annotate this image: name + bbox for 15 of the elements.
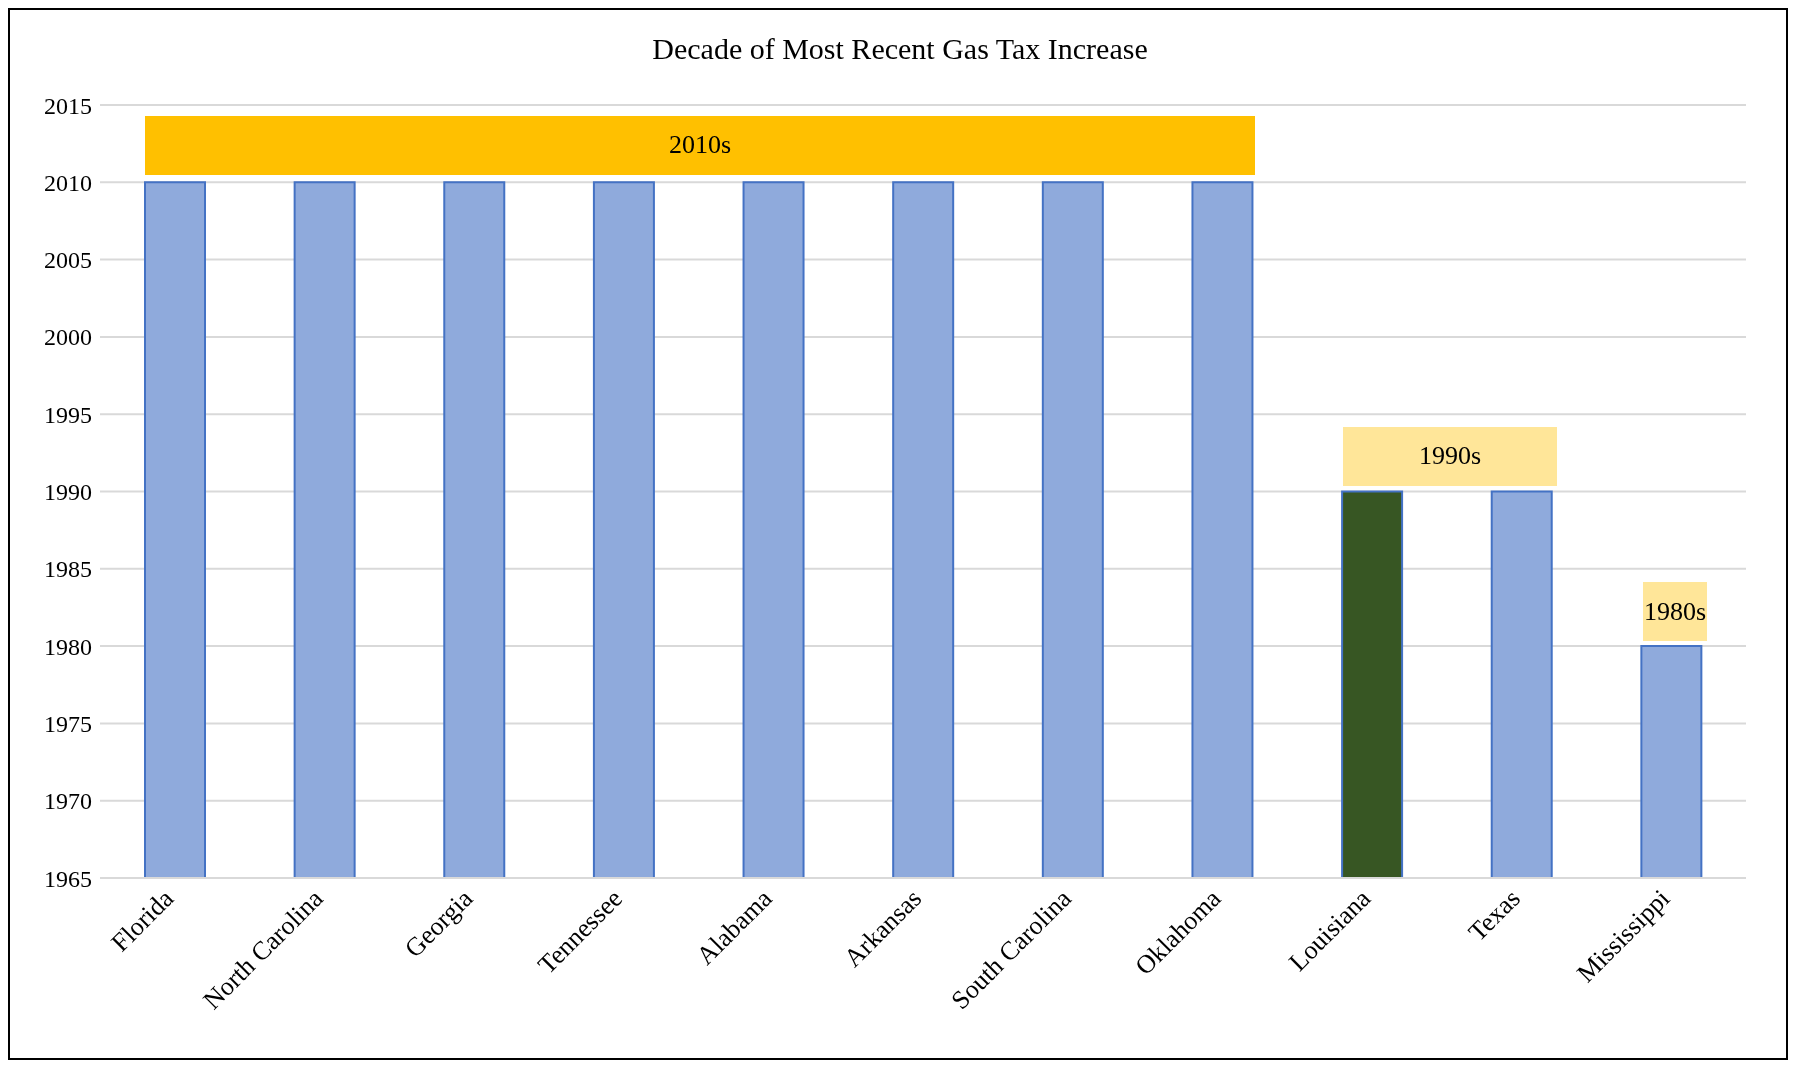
label-box: 1980s [1643, 582, 1707, 642]
label-box: 1990s [1343, 426, 1557, 486]
y-tick-label: 1985 [44, 556, 92, 583]
y-tick-label: 2000 [44, 324, 92, 351]
y-tick-label: 1990 [44, 479, 92, 506]
y-tick-label: 2010 [44, 169, 92, 196]
y-tick-label: 2005 [44, 247, 92, 274]
chart-title: Decade of Most Recent Gas Tax Increase [651, 32, 1149, 66]
y-tick-label: 1980 [44, 633, 92, 660]
y-tick-label: 1975 [44, 710, 92, 737]
y-tick-label: 1965 [44, 865, 92, 892]
label-box: 2010s [145, 115, 1255, 175]
y-tick-label: 1995 [44, 401, 92, 428]
y-tick-label: 1970 [44, 788, 92, 815]
y-tick-label: 2015 [44, 92, 92, 119]
